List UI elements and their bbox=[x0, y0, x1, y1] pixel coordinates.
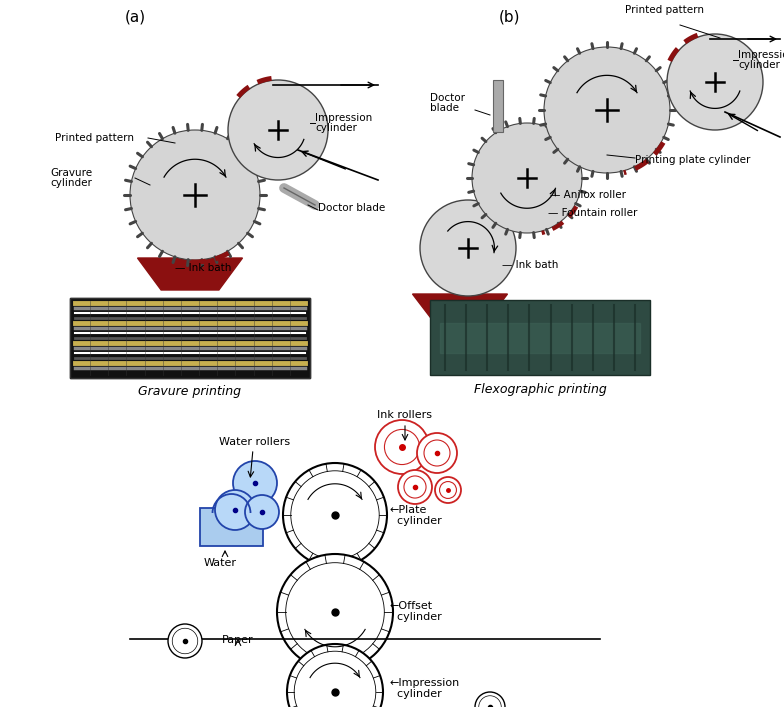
Circle shape bbox=[287, 644, 383, 707]
Text: Doctor: Doctor bbox=[430, 93, 465, 103]
Circle shape bbox=[667, 34, 763, 130]
Circle shape bbox=[375, 420, 429, 474]
Text: Gravure printing: Gravure printing bbox=[139, 385, 241, 399]
Bar bbox=[493, 80, 503, 132]
Text: Printed pattern: Printed pattern bbox=[55, 133, 134, 143]
Text: Paper: Paper bbox=[222, 635, 254, 645]
Circle shape bbox=[283, 463, 387, 567]
Text: Printed pattern: Printed pattern bbox=[625, 5, 704, 15]
Bar bbox=[200, 508, 263, 546]
Circle shape bbox=[130, 130, 260, 260]
Circle shape bbox=[233, 461, 277, 505]
Text: Printing plate cylinder: Printing plate cylinder bbox=[635, 155, 750, 165]
Text: — Ink bath: — Ink bath bbox=[502, 260, 558, 270]
Circle shape bbox=[435, 477, 461, 503]
Text: cylinder: cylinder bbox=[50, 178, 92, 188]
Circle shape bbox=[168, 624, 202, 658]
Text: Gravure: Gravure bbox=[50, 168, 93, 178]
Text: (a): (a) bbox=[125, 10, 146, 25]
Text: cylinder: cylinder bbox=[390, 689, 441, 699]
Text: cylinder: cylinder bbox=[390, 612, 441, 622]
Bar bbox=[70, 298, 310, 378]
Text: cylinder: cylinder bbox=[390, 516, 441, 526]
Bar bbox=[440, 322, 640, 353]
Circle shape bbox=[277, 554, 393, 670]
Circle shape bbox=[544, 47, 670, 173]
Circle shape bbox=[475, 692, 505, 707]
Circle shape bbox=[228, 80, 328, 180]
Circle shape bbox=[417, 433, 457, 473]
Circle shape bbox=[245, 495, 279, 529]
Text: ←Plate: ←Plate bbox=[390, 505, 427, 515]
Polygon shape bbox=[137, 258, 242, 290]
Text: cylinder: cylinder bbox=[738, 60, 780, 70]
Text: ←Offset: ←Offset bbox=[390, 601, 433, 611]
Circle shape bbox=[215, 490, 255, 530]
Text: blade: blade bbox=[430, 103, 459, 113]
Text: Ink rollers: Ink rollers bbox=[378, 410, 433, 420]
Text: — Fountain roller: — Fountain roller bbox=[548, 208, 637, 218]
Text: — Ink bath: — Ink bath bbox=[175, 263, 231, 273]
Circle shape bbox=[420, 200, 516, 296]
Text: Impression: Impression bbox=[315, 113, 372, 123]
Circle shape bbox=[398, 470, 432, 504]
Text: ←Impression: ←Impression bbox=[390, 678, 460, 688]
Text: Doctor blade: Doctor blade bbox=[318, 203, 385, 213]
Text: Impression: Impression bbox=[738, 50, 784, 60]
Text: Flexographic printing: Flexographic printing bbox=[474, 382, 606, 395]
Text: (b): (b) bbox=[499, 10, 521, 25]
Text: cylinder: cylinder bbox=[315, 123, 357, 133]
Text: Water rollers: Water rollers bbox=[220, 437, 291, 447]
Polygon shape bbox=[412, 294, 507, 322]
Text: Water: Water bbox=[204, 558, 237, 568]
Bar bbox=[430, 300, 650, 375]
Circle shape bbox=[472, 123, 582, 233]
Text: — Anilox roller: — Anilox roller bbox=[550, 190, 626, 200]
Bar bbox=[70, 298, 310, 378]
